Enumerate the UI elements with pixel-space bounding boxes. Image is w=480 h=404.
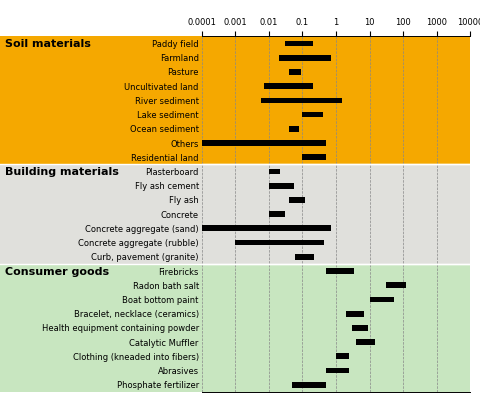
Bar [356,339,374,345]
Bar [302,112,323,118]
Bar [289,126,299,132]
Bar [295,254,314,260]
Text: Soil materials: Soil materials [5,39,91,49]
Bar [269,168,280,174]
Bar [289,197,305,203]
Bar [292,382,326,387]
Bar [370,297,395,302]
Text: Consumer goods: Consumer goods [5,267,109,277]
Bar [326,268,354,274]
Bar [302,154,326,160]
Bar [202,164,470,264]
Bar [279,55,331,61]
Bar [269,183,294,189]
Bar [385,282,406,288]
Bar [336,354,349,359]
Text: Building materials: Building materials [5,167,119,177]
Bar [261,97,342,103]
Bar [269,211,285,217]
Bar [285,41,312,46]
Bar [352,325,368,331]
Bar [289,69,301,75]
Bar [264,83,312,89]
Bar [202,225,331,231]
Bar [202,140,326,146]
Bar [235,240,324,245]
Bar [326,368,349,373]
Bar [346,311,364,316]
Bar [202,36,470,164]
Bar [202,264,470,392]
